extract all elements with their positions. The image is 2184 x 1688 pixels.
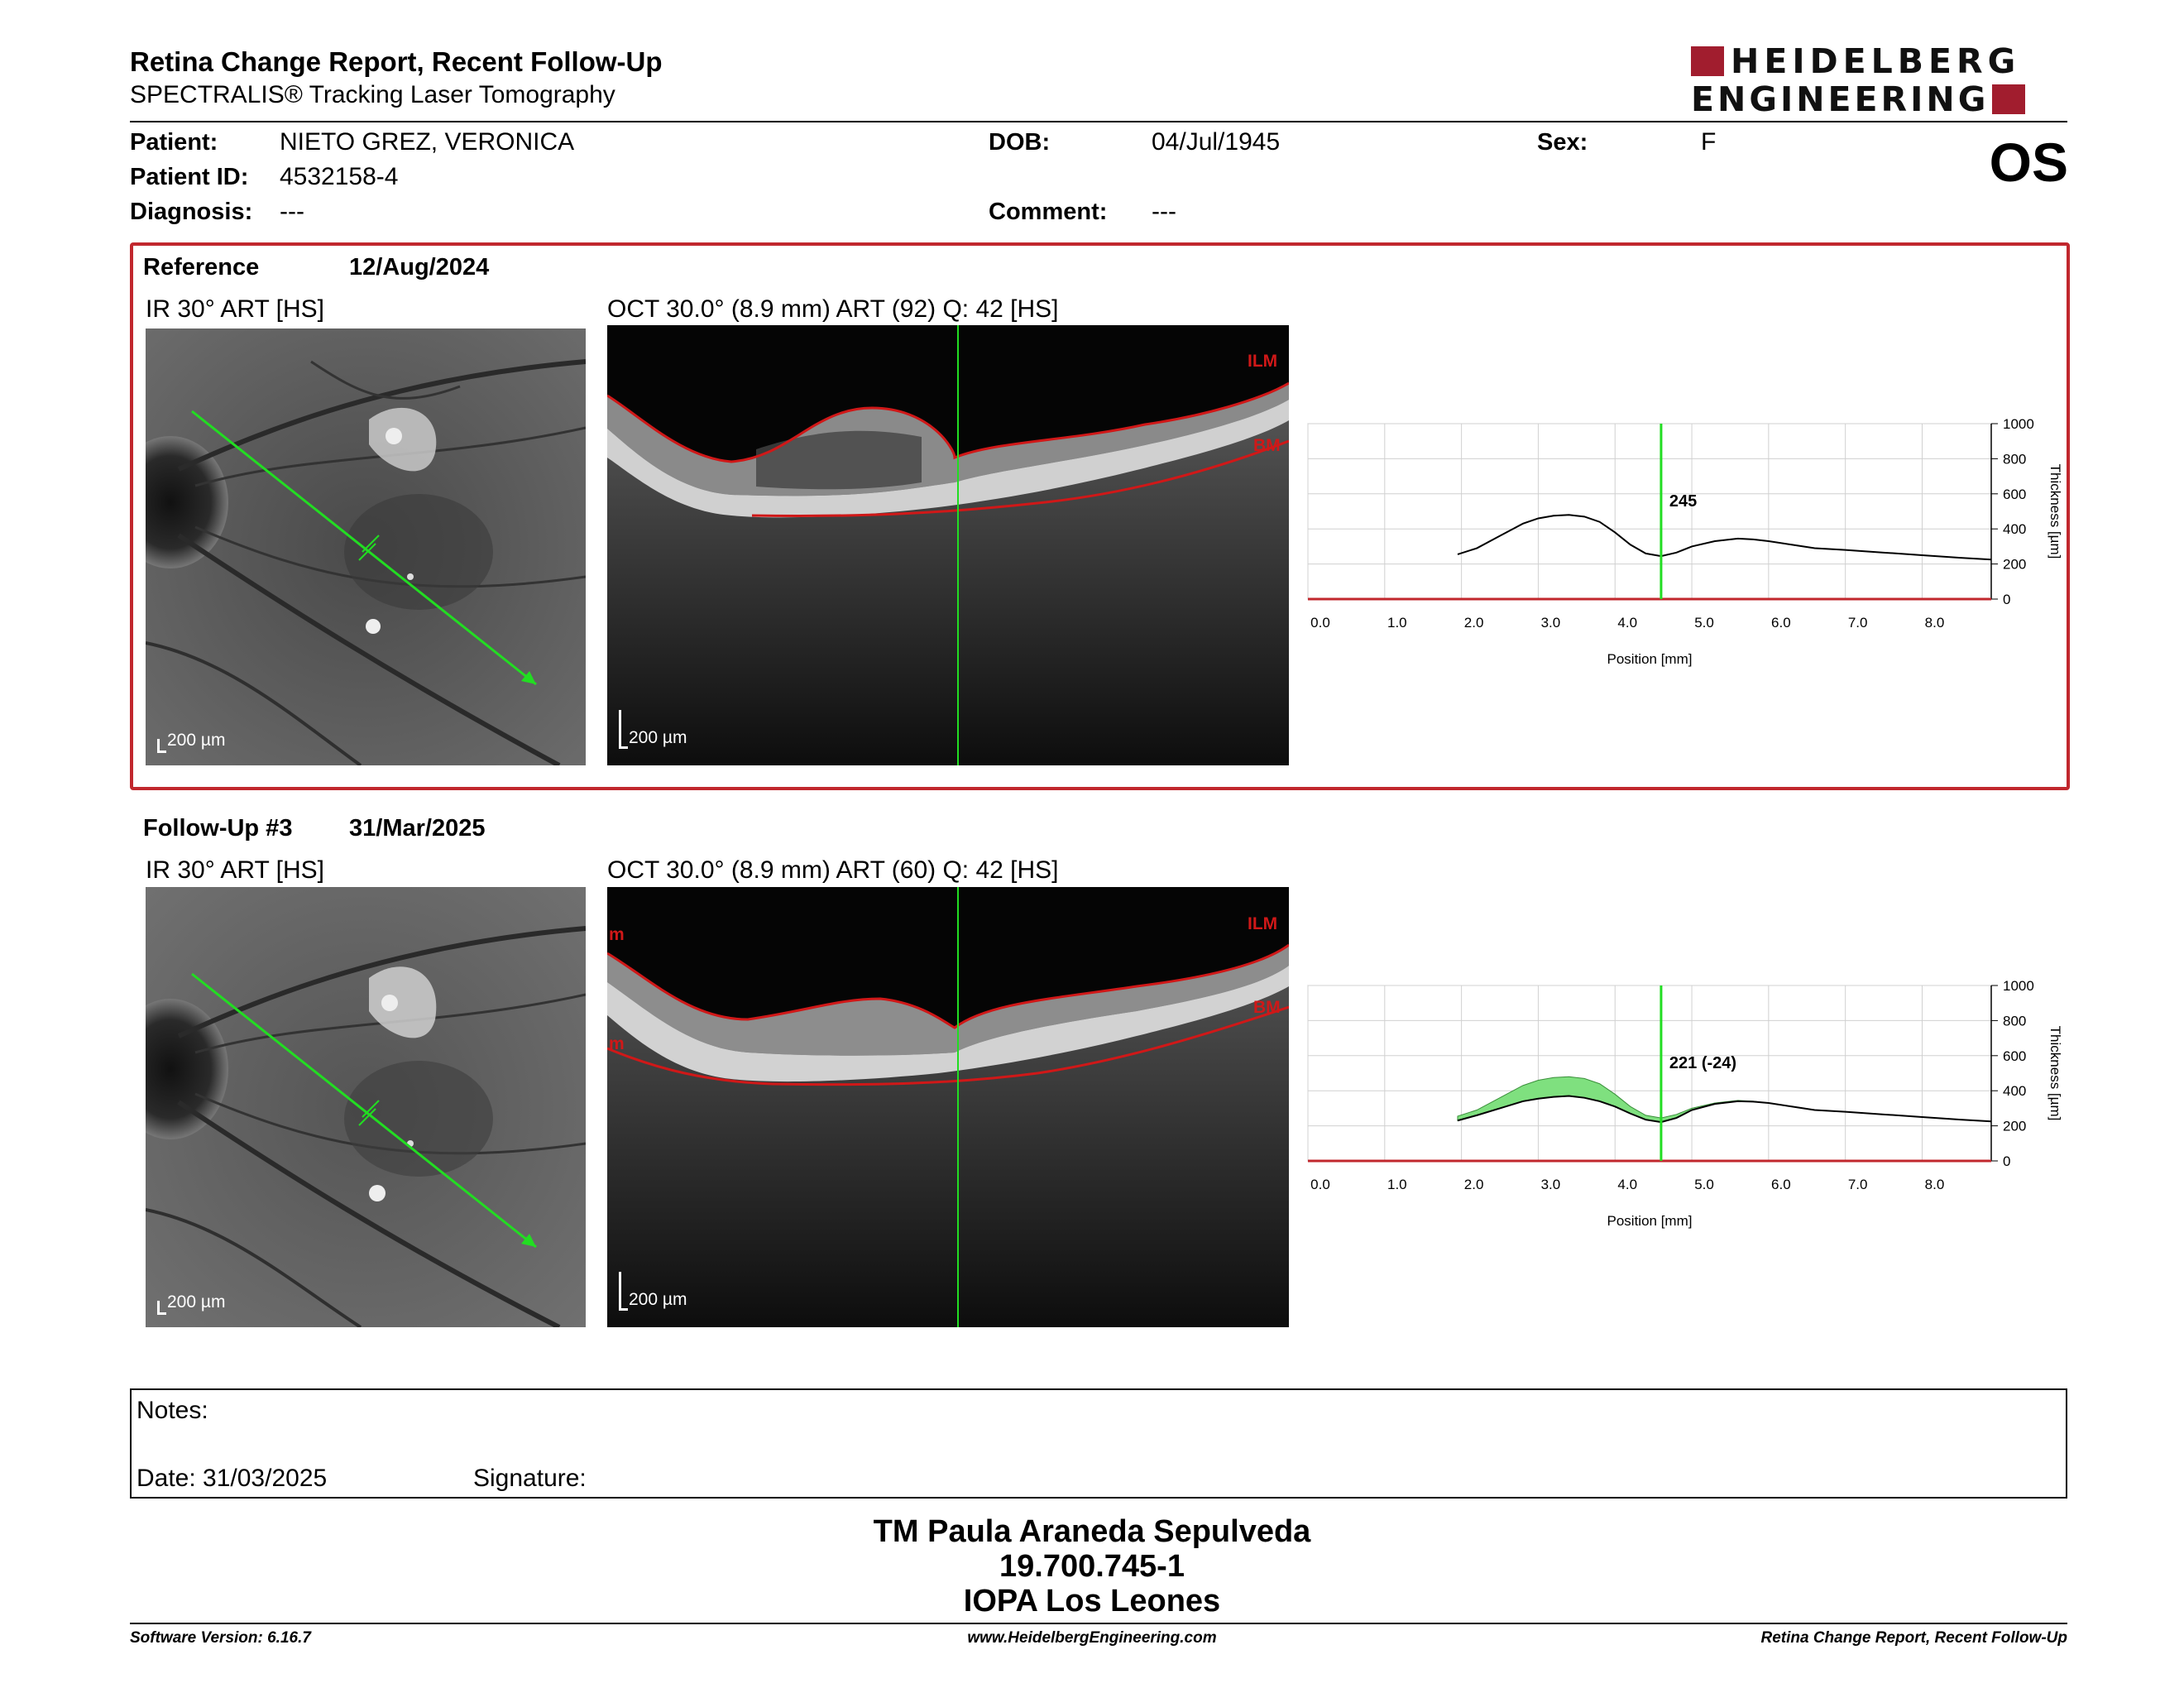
followup-date: 31/Mar/2025 xyxy=(349,815,486,842)
y-tick-label: 1000 xyxy=(2003,978,2034,994)
footer-report-name: Retina Change Report, Recent Follow-Up xyxy=(1760,1629,2067,1647)
x-tick-label: 6.0 xyxy=(1771,615,1791,631)
y-tick-label: 0 xyxy=(2003,592,2010,607)
reference-bm-label: BM xyxy=(1253,436,1281,455)
logo-line-1: HEIDELBERG xyxy=(1731,41,2021,81)
website-link[interactable]: www.HeidelbergEngineering.com xyxy=(967,1629,1217,1647)
reference-oct-scale-label: 200 µm xyxy=(629,728,687,747)
x-tick-label: 4.0 xyxy=(1617,615,1637,631)
reference-ilm-label: ILM xyxy=(1248,352,1278,371)
signer-name: TM Paula Araneda Sepulveda xyxy=(873,1514,1311,1549)
followup-bm-label: BM xyxy=(1253,998,1281,1017)
y-axis-label: Thickness [µm] xyxy=(2048,464,2063,559)
logo-square-icon xyxy=(1992,84,2026,114)
x-tick-label: 0.0 xyxy=(1310,615,1330,631)
y-tick-label: 600 xyxy=(2003,487,2026,502)
x-tick-label: 2.0 xyxy=(1464,1177,1484,1192)
x-axis-label: Position [mm] xyxy=(1607,1213,1693,1229)
dob-label: DOB: xyxy=(989,129,1051,156)
cursor-value-label: 221 (-24) xyxy=(1669,1054,1736,1072)
comment-value: --- xyxy=(1152,198,1176,225)
plot-area xyxy=(1307,423,1992,600)
followup-ir-scale-label: 200 µm xyxy=(167,1292,226,1312)
report-subtitle: SPECTRALIS® Tracking Laser Tomography xyxy=(130,81,615,108)
y-tick-label: 800 xyxy=(2003,1013,2026,1029)
y-tick-label: 800 xyxy=(2003,451,2026,467)
y-tick-label: 1000 xyxy=(2003,416,2034,432)
reference-label: Reference xyxy=(143,254,260,281)
y-tick-label: 0 xyxy=(2003,1153,2010,1169)
cursor-value-label: 245 xyxy=(1669,492,1697,511)
x-tick-label: 7.0 xyxy=(1848,615,1868,631)
x-tick-label: 0.0 xyxy=(1310,1177,1330,1192)
notes-box: Notes: Date: 31/03/2025 Signature: xyxy=(130,1388,2067,1499)
y-tick-label: 600 xyxy=(2003,1048,2026,1064)
signer-institution: IOPA Los Leones xyxy=(963,1584,1221,1618)
footer-divider xyxy=(130,1623,2067,1624)
followup-edge-mark-top: m xyxy=(609,925,625,944)
diagnosis-value: --- xyxy=(280,198,304,225)
x-tick-label: 1.0 xyxy=(1387,1177,1407,1192)
x-tick-label: 8.0 xyxy=(1925,615,1945,631)
signature-label: Signature: xyxy=(473,1465,587,1492)
y-tick-label: 400 xyxy=(2003,1083,2026,1099)
x-tick-label: 1.0 xyxy=(1387,615,1407,631)
x-tick-label: 5.0 xyxy=(1694,615,1714,631)
x-tick-label: 8.0 xyxy=(1925,1177,1945,1192)
followup-ir-label: IR 30° ART [HS] xyxy=(146,856,324,884)
logo-line-2: ENGINEERING xyxy=(1691,79,1990,119)
thickness-series-line xyxy=(1457,514,1992,561)
x-tick-label: 4.0 xyxy=(1617,1177,1637,1192)
notes-date: Date: 31/03/2025 xyxy=(136,1465,328,1492)
reference-date: 12/Aug/2024 xyxy=(349,254,490,281)
reference-ir-scale-label: 200 µm xyxy=(167,731,226,750)
x-axis-label: Position [mm] xyxy=(1607,651,1693,667)
header-divider xyxy=(130,121,2067,122)
report-title: Retina Change Report, Recent Follow-Up xyxy=(130,46,663,77)
software-version: Software Version: 6.16.7 xyxy=(130,1629,311,1647)
comment-label: Comment: xyxy=(989,199,1108,225)
sex-value: F xyxy=(1701,128,1717,156)
followup-ir-fundus-image xyxy=(146,887,586,1327)
reference-thickness-chart: 0.0 1.0 2.0 3.0 4.0 5.0 6.0 7.0 8.0 0 200 400 600 800… xyxy=(1299,410,2068,675)
thickness-series-line xyxy=(1457,1095,1992,1124)
followup-ilm-label: ILM xyxy=(1248,914,1278,933)
patient-name: NIETO GREZ, VERONICA xyxy=(280,128,575,156)
patient-label: Patient: xyxy=(130,129,218,156)
x-tick-label: 6.0 xyxy=(1771,1177,1791,1192)
plot-area xyxy=(1307,985,1992,1162)
heidelberg-logo: HEIDELBERG ENGINEERING xyxy=(1691,45,2080,117)
followup-scan-line xyxy=(191,972,537,1249)
x-tick-label: 5.0 xyxy=(1694,1177,1714,1192)
signer-id: 19.700.745-1 xyxy=(999,1549,1185,1584)
followup-thickness-chart: 0.0 1.0 2.0 3.0 4.0 5.0 6.0 7.0 8.0 0 200 400 600 800… xyxy=(1299,972,2068,1237)
followup-label: Follow-Up #3 xyxy=(143,815,293,842)
reference-oct-label: OCT 30.0° (8.9 mm) ART (92) Q: 42 [HS] xyxy=(607,295,1059,323)
notes-label: Notes: xyxy=(136,1397,208,1424)
dob-value: 04/Jul/1945 xyxy=(1152,128,1281,156)
x-tick-label: 3.0 xyxy=(1541,615,1561,631)
reference-panel xyxy=(130,242,2070,790)
reference-oct-bscan-image xyxy=(607,325,1289,765)
x-tick-label: 2.0 xyxy=(1464,615,1484,631)
followup-oct-label: OCT 30.0° (8.9 mm) ART (60) Q: 42 [HS] xyxy=(607,856,1059,884)
reference-scan-line xyxy=(191,410,537,686)
followup-oct-bscan-image xyxy=(607,887,1289,1327)
y-tick-label: 400 xyxy=(2003,521,2026,537)
followup-edge-mark-bottom: m xyxy=(609,1034,625,1053)
eye-indicator: OS xyxy=(1989,132,2068,193)
diagnosis-label: Diagnosis: xyxy=(130,199,253,225)
x-tick-label: 3.0 xyxy=(1541,1177,1561,1192)
followup-oct-scale-label: 200 µm xyxy=(629,1290,687,1309)
patient-id-label: Patient ID: xyxy=(130,164,249,190)
y-axis-label: Thickness [µm] xyxy=(2048,1026,2063,1121)
reference-ir-label: IR 30° ART [HS] xyxy=(146,295,324,323)
y-tick-label: 200 xyxy=(2003,557,2026,573)
patient-id: 4532158-4 xyxy=(280,163,399,190)
x-tick-label: 7.0 xyxy=(1848,1177,1868,1192)
logo-square-icon xyxy=(1691,46,1724,76)
reference-ir-fundus-image xyxy=(146,328,586,765)
y-tick-label: 200 xyxy=(2003,1119,2026,1134)
sex-label: Sex: xyxy=(1537,129,1588,156)
